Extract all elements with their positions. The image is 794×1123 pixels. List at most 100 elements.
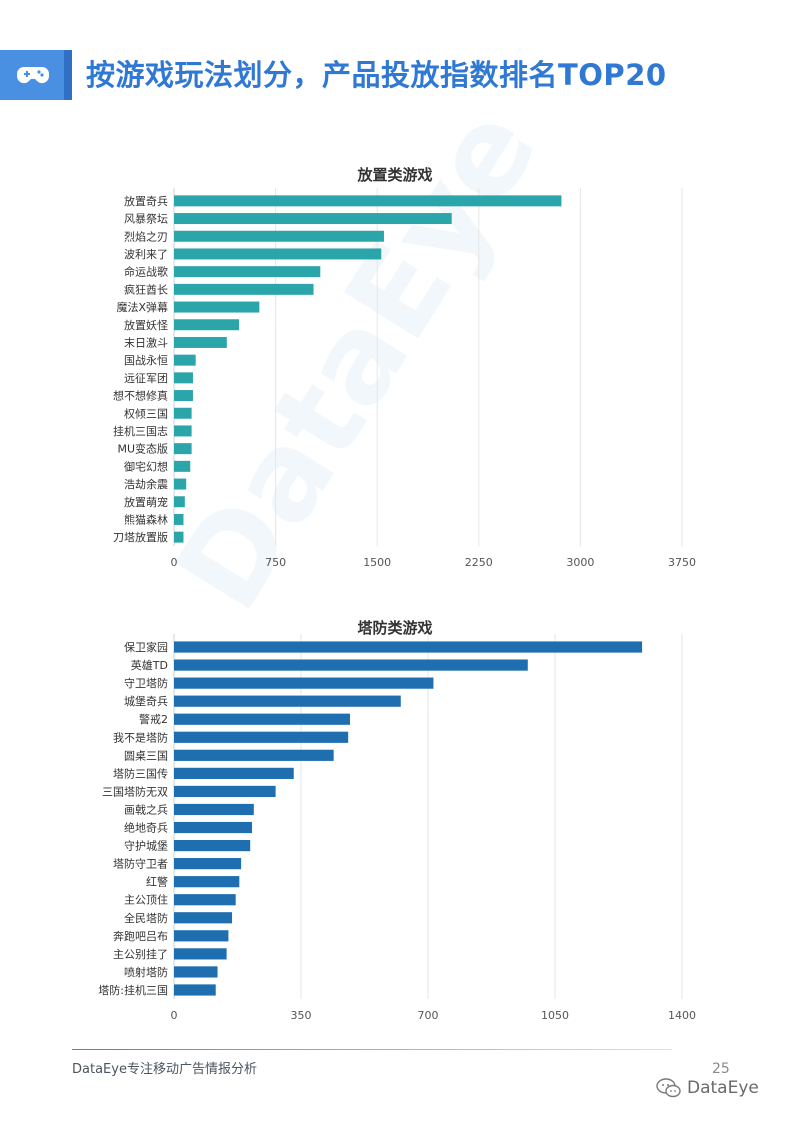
category-label: 喷射塔防 bbox=[124, 965, 168, 979]
bar bbox=[174, 390, 193, 402]
bar bbox=[174, 930, 229, 942]
x-tick-label: 1500 bbox=[363, 556, 391, 569]
category-label: 熊猫森林 bbox=[124, 512, 168, 526]
chart-idle-games: 放置类游戏 0 750 1500 2250 3000 3750 放置奇兵风暴祭坛烈焰之刃波利来… bbox=[0, 150, 794, 580]
category-label: 御宅幻想 bbox=[124, 459, 168, 473]
category-label: 主公别挂了 bbox=[113, 947, 168, 961]
category-label: 挂机三国志 bbox=[113, 424, 168, 438]
bar bbox=[174, 984, 216, 996]
category-label: 末日激斗 bbox=[124, 335, 168, 349]
bar bbox=[174, 496, 185, 508]
chart-tower-defense-games: 塔防类游戏 0 350 700 1050 1400 保卫家园英雄TD 守卫塔防城堡奇兵警戒2 我… bbox=[0, 603, 794, 1033]
bar bbox=[174, 443, 192, 455]
category-label: 波利来了 bbox=[124, 248, 168, 261]
page-header: 按游戏玩法划分，产品投放指数排名TOP20 bbox=[0, 50, 794, 100]
category-label: 权倾三国 bbox=[124, 407, 168, 420]
bar bbox=[174, 858, 242, 870]
bar bbox=[174, 731, 349, 743]
category-label: 圆桌三国 bbox=[124, 749, 168, 762]
bar bbox=[174, 695, 401, 707]
bar bbox=[174, 767, 294, 779]
wechat-icon bbox=[656, 1078, 681, 1098]
category-label: 烈焰之刃 bbox=[124, 229, 168, 243]
bar bbox=[174, 301, 260, 313]
x-tick-label: 0 bbox=[171, 1009, 178, 1022]
chart-title: 放置类游戏 bbox=[356, 166, 432, 184]
bar bbox=[174, 460, 191, 472]
category-label: 守卫塔防 bbox=[124, 676, 168, 690]
wechat-brand: DataEye bbox=[655, 1076, 759, 1100]
bar bbox=[174, 948, 227, 960]
bar bbox=[174, 821, 253, 834]
category-label: 绝地奇兵 bbox=[124, 821, 168, 835]
x-tick-label: 1050 bbox=[541, 1009, 569, 1022]
bar bbox=[174, 641, 643, 653]
category-label: 命运战歌 bbox=[124, 265, 168, 279]
footer-text: DataEye专注移动广告情报分析 bbox=[72, 1062, 257, 1077]
category-label: 红警 bbox=[146, 875, 168, 889]
bar bbox=[174, 513, 184, 525]
category-label: 放置妖怪 bbox=[124, 318, 168, 332]
x-tick-label: 0 bbox=[171, 556, 178, 569]
gamepad-icon bbox=[16, 67, 50, 84]
x-tick-label: 3000 bbox=[566, 556, 594, 569]
bar bbox=[174, 478, 187, 490]
bar bbox=[174, 876, 240, 888]
bar bbox=[174, 407, 192, 419]
x-tick-label: 750 bbox=[265, 556, 286, 569]
bar bbox=[174, 319, 240, 331]
bar bbox=[174, 266, 321, 278]
category-label: 刀塔放置版 bbox=[113, 530, 168, 544]
bar bbox=[174, 912, 233, 924]
category-label: 塔防守卫者 bbox=[113, 857, 168, 871]
bar bbox=[174, 283, 314, 295]
bar bbox=[174, 354, 196, 366]
category-label: 英雄TD bbox=[131, 658, 168, 672]
bar bbox=[174, 677, 434, 689]
category-label: 风暴祭坛 bbox=[124, 213, 168, 226]
category-label: 魔法X弹幕 bbox=[116, 300, 168, 314]
category-label: 放置萌宠 bbox=[124, 495, 168, 509]
bar bbox=[174, 248, 382, 260]
x-tick-label: 3750 bbox=[668, 556, 696, 569]
header-tab bbox=[0, 50, 64, 100]
category-label: 守护城堡 bbox=[124, 839, 168, 853]
bar bbox=[174, 230, 384, 242]
bar bbox=[174, 749, 334, 761]
bar bbox=[174, 372, 193, 384]
category-label: 警戒2 bbox=[139, 712, 168, 726]
category-label: 奔跑吧吕布 bbox=[113, 929, 168, 943]
bar bbox=[174, 803, 254, 816]
category-label: 我不是塔防 bbox=[113, 730, 168, 744]
x-tick-label: 700 bbox=[418, 1009, 439, 1022]
category-label: 三国塔防无双 bbox=[102, 784, 168, 798]
x-tick-label: 2250 bbox=[465, 556, 493, 569]
bar bbox=[174, 425, 192, 437]
x-tick-label: 1400 bbox=[668, 1009, 696, 1022]
chart-title: 塔防类游戏 bbox=[357, 619, 432, 637]
header-tab-accent bbox=[64, 50, 72, 100]
bar bbox=[174, 336, 227, 348]
category-label: 远征军团 bbox=[124, 372, 168, 385]
bar bbox=[174, 785, 276, 798]
category-label: 国战永恒 bbox=[124, 353, 168, 367]
bar bbox=[174, 195, 562, 207]
category-label: 塔防:挂机三国 bbox=[98, 983, 168, 997]
category-label: 浩劫余震 bbox=[124, 477, 168, 491]
bar bbox=[174, 213, 452, 225]
bar bbox=[174, 713, 350, 725]
category-label: 塔防三国传 bbox=[113, 766, 168, 780]
page-number: 25 bbox=[712, 1061, 730, 1077]
bar bbox=[174, 531, 184, 543]
bar bbox=[174, 659, 528, 671]
bar bbox=[174, 894, 236, 906]
x-tick-label: 350 bbox=[291, 1009, 312, 1022]
category-label: 城堡奇兵 bbox=[124, 694, 168, 708]
category-label: MU变态版 bbox=[117, 442, 168, 456]
category-label: 保卫家园 bbox=[124, 640, 168, 654]
category-label: 放置奇兵 bbox=[124, 194, 168, 208]
category-label: 主公顶住 bbox=[124, 893, 168, 907]
idle-games-svg: 放置类游戏 0 750 1500 2250 3000 3750 放置奇兵风暴祭坛烈焰之刃波利来… bbox=[113, 166, 696, 569]
category-label: 全民塔防 bbox=[124, 911, 168, 925]
